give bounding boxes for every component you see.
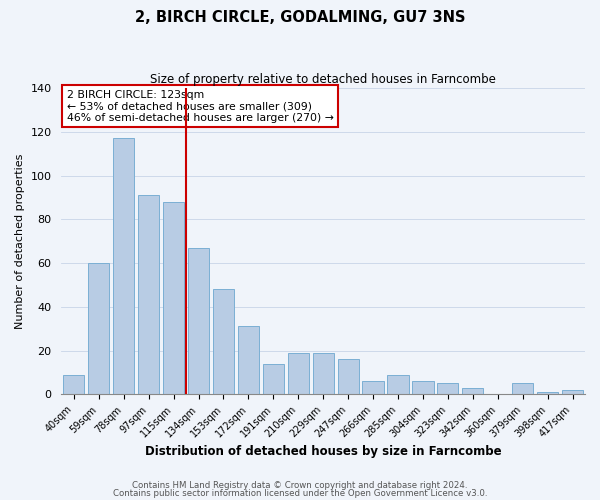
Bar (188, 248, 209, 394)
Bar (338, 360, 359, 394)
Bar (263, 364, 284, 394)
X-axis label: Distribution of detached houses by size in Farncombe: Distribution of detached houses by size … (145, 444, 502, 458)
Bar (213, 290, 234, 395)
Bar (512, 384, 533, 394)
Bar (562, 390, 583, 394)
Text: Contains HM Land Registry data © Crown copyright and database right 2024.: Contains HM Land Registry data © Crown c… (132, 481, 468, 490)
Bar (388, 374, 409, 394)
Bar (313, 352, 334, 395)
Bar (88, 263, 109, 394)
Text: 2 BIRCH CIRCLE: 123sqm
← 53% of detached houses are smaller (309)
46% of semi-de: 2 BIRCH CIRCLE: 123sqm ← 53% of detached… (67, 90, 334, 123)
Bar (163, 202, 184, 394)
Bar (138, 195, 159, 394)
Title: Size of property relative to detached houses in Farncombe: Size of property relative to detached ho… (150, 72, 496, 86)
Bar (63, 374, 85, 394)
Bar (537, 392, 558, 394)
Y-axis label: Number of detached properties: Number of detached properties (15, 154, 25, 329)
Bar (462, 388, 484, 394)
Bar (287, 352, 309, 395)
Text: 2, BIRCH CIRCLE, GODALMING, GU7 3NS: 2, BIRCH CIRCLE, GODALMING, GU7 3NS (135, 10, 465, 25)
Bar (113, 138, 134, 394)
Bar (412, 381, 434, 394)
Bar (238, 326, 259, 394)
Bar (362, 381, 383, 394)
Bar (437, 384, 458, 394)
Text: Contains public sector information licensed under the Open Government Licence v3: Contains public sector information licen… (113, 488, 487, 498)
